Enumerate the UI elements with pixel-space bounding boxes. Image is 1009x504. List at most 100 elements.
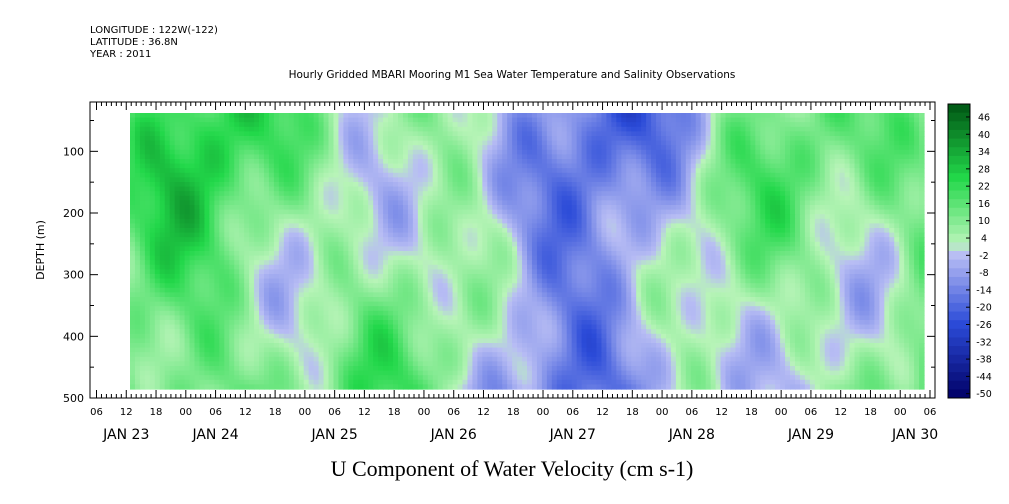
heatmap-cell (824, 177, 831, 183)
heatmap-cell (313, 209, 320, 215)
heatmap-cell (859, 200, 866, 206)
heatmap-cell (780, 154, 786, 160)
heatmap-cell (492, 117, 498, 123)
heatmap-cell (194, 232, 201, 238)
heatmap-cell (417, 122, 424, 128)
heatmap-cell (179, 195, 186, 201)
heatmap-cell (328, 228, 335, 234)
heatmap-cell (512, 145, 518, 151)
heatmap-cell (765, 209, 771, 215)
heatmap-cell (844, 241, 851, 247)
heatmap-cell (134, 223, 141, 229)
heatmap-cell (551, 200, 558, 206)
heatmap-cell (378, 136, 384, 142)
heatmap-cell (735, 205, 741, 211)
heatmap-cell (293, 223, 300, 229)
heatmap-cell (139, 251, 146, 257)
heatmap-cell (229, 117, 235, 123)
heatmap-cell (417, 149, 424, 155)
heatmap-cell (660, 163, 667, 169)
heatmap-cell (343, 177, 349, 183)
heatmap-cell (665, 218, 672, 224)
heatmap-cell (412, 172, 419, 178)
heatmap-cell (234, 140, 240, 146)
heatmap-cell (586, 177, 593, 183)
heatmap-cell (660, 195, 667, 201)
heatmap-cell (353, 251, 359, 257)
heatmap-cell (164, 251, 171, 257)
heatmap-cell (566, 232, 573, 238)
heatmap-cell (665, 172, 672, 178)
heatmap-cell (914, 168, 920, 174)
heatmap-cell (517, 228, 523, 234)
heatmap-cell (224, 172, 230, 178)
heatmap-cell (447, 131, 454, 137)
heatmap-cell (601, 145, 607, 151)
heatmap-cell (576, 228, 583, 234)
heatmap-cell (288, 122, 295, 128)
heatmap-cell (715, 172, 722, 178)
heatmap-cell (785, 136, 791, 142)
heatmap-cell (283, 232, 290, 238)
heatmap-cell (303, 246, 310, 252)
heatmap-cell (298, 205, 305, 211)
heatmap-cell (556, 117, 563, 123)
heatmap-cell (283, 209, 290, 215)
heatmap-cell (794, 241, 801, 247)
heatmap-cell (859, 186, 866, 192)
heatmap-cell (611, 163, 617, 169)
heatmap-cell (780, 140, 786, 146)
heatmap-cell (889, 251, 895, 257)
heatmap-cell (214, 177, 220, 183)
heatmap-cell (680, 205, 687, 211)
heatmap-cell (437, 182, 444, 188)
heatmap-cell (457, 145, 464, 151)
heatmap-cell (308, 241, 315, 247)
heatmap-cell (730, 251, 737, 257)
heatmap-cell (899, 214, 905, 220)
heatmap-cell (889, 200, 895, 206)
heatmap-cell (651, 163, 657, 169)
heatmap-cell (601, 136, 607, 142)
heatmap-cell (814, 237, 821, 243)
heatmap-cell (646, 186, 652, 192)
heatmap-cell (670, 182, 677, 188)
heatmap-cell (780, 205, 786, 211)
heatmap-cell (209, 136, 215, 142)
heatmap-cell (204, 237, 210, 243)
heatmap-cell (437, 223, 444, 229)
heatmap-cell (636, 182, 642, 188)
heatmap-cell (323, 163, 330, 169)
heatmap-cell (854, 159, 861, 165)
heatmap-cell (884, 191, 890, 197)
heatmap-cell (715, 154, 722, 160)
heatmap-cell (546, 237, 553, 243)
heatmap-cell (333, 172, 340, 178)
heatmap-cell (204, 214, 210, 220)
heatmap-cell (735, 218, 741, 224)
heatmap-cell (715, 205, 722, 211)
heatmap-cell (740, 251, 746, 257)
heatmap-cell (700, 218, 707, 224)
heatmap-cell (780, 186, 786, 192)
heatmap-cell (546, 205, 553, 211)
heatmap-cell (348, 223, 354, 229)
heatmap-cell (219, 159, 225, 165)
heatmap-cell (358, 232, 364, 238)
heatmap-cell (358, 241, 364, 247)
heatmap-cell (224, 251, 230, 257)
heatmap-cell (432, 145, 439, 151)
chart-title: Hourly Gridded MBARI Mooring M1 Sea Wate… (288, 69, 736, 81)
heatmap-cell (368, 122, 374, 128)
heatmap-cell (224, 136, 230, 142)
heatmap-cell (859, 131, 866, 137)
heatmap-cell (343, 126, 349, 132)
heatmap-cell (889, 149, 895, 155)
heatmap-cell (556, 113, 563, 119)
heatmap-cell (393, 218, 399, 224)
heatmap-cell (725, 136, 732, 142)
heatmap-cell (621, 232, 627, 238)
heatmap-cell (591, 145, 598, 151)
heatmap-cell (889, 122, 895, 128)
heatmap-cell (338, 149, 344, 155)
